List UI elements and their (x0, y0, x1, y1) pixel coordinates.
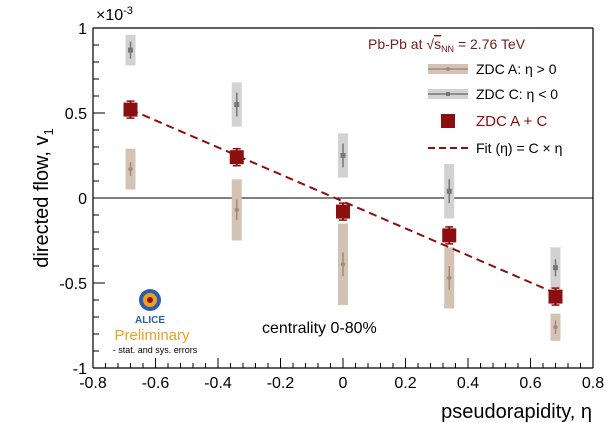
zdc-ac-marker (123, 102, 138, 117)
collision-header: Pb-Pb at √sNN = 2.76 TeV (368, 36, 526, 54)
legend-entry-zdc-c: ZDC C: η < 0 (428, 86, 558, 102)
x-tick-label: 0.4 (457, 375, 479, 392)
x-tick-label: -0.4 (204, 375, 232, 392)
legend-marker-zdc-c (446, 92, 450, 96)
zdc-ac-marker (229, 150, 244, 165)
zdc-c-marker (553, 265, 558, 271)
centrality-label: centrality 0-80% (262, 320, 377, 337)
zdc-ac-marker (442, 228, 457, 243)
zdc-ac-marker (336, 204, 350, 219)
y-tick-label: 1 (78, 21, 87, 38)
zdc-ac-marker (548, 289, 563, 304)
x-tick-label: 0.8 (582, 375, 604, 392)
legend-entry-zdc-a: ZDC A: η > 0 (428, 61, 557, 77)
zdc-c-marker (128, 47, 133, 53)
legend-marker-zdc-ac (441, 114, 455, 128)
legend-label-zdc-a: ZDC A: η > 0 (476, 61, 557, 77)
legend-label-fit: Fit (η) = C × η (476, 140, 562, 156)
legend-marker-zdc-a (446, 67, 450, 71)
legend-label-zdc-c: ZDC C: η < 0 (476, 86, 558, 102)
alice-logo-center (147, 297, 153, 303)
legend: ZDC A: η > 0 ZDC C: η < 0 ZDC A + C Fit … (428, 61, 562, 156)
zdc-a-marker (340, 262, 346, 267)
y-tick-label: 0 (78, 191, 87, 208)
y-tick-label: -0.5 (59, 276, 87, 293)
y-multiplier: ×10-3 (96, 5, 133, 24)
x-tick-label: 0 (339, 375, 348, 392)
y-tick-label: -1 (73, 361, 87, 378)
preliminary-label: Preliminary (114, 327, 190, 344)
x-tick-label: -0.6 (142, 375, 170, 392)
zdc-a-marker (128, 166, 133, 172)
zdc-c-marker (340, 153, 346, 158)
zdc-a-marker (447, 275, 452, 281)
errors-note: - stat. and sys. errors (113, 345, 198, 355)
x-tick-label: -0.2 (267, 375, 295, 392)
legend-label-zdc-ac: ZDC A + C (476, 113, 547, 130)
alice-logo: ALICE (135, 289, 165, 326)
alice-logo-text: ALICE (135, 315, 165, 326)
zdc-a-marker (234, 207, 239, 213)
y-tick-label: 0.5 (65, 106, 87, 123)
x-tick-label: 0.6 (519, 375, 541, 392)
x-tick-label: -0.8 (79, 375, 107, 392)
zdc-c-marker (234, 102, 240, 107)
zdc-c-marker (446, 188, 452, 194)
x-tick-label: 0.2 (394, 375, 416, 392)
y-axis-label: directed flow, v1 (31, 128, 56, 268)
legend-entry-zdc-ac: ZDC A + C (441, 113, 547, 130)
legend-entry-fit: Fit (η) = C × η (428, 140, 562, 156)
zdc-a-marker (553, 325, 558, 330)
x-axis-label: pseudorapidity, η (441, 401, 592, 423)
